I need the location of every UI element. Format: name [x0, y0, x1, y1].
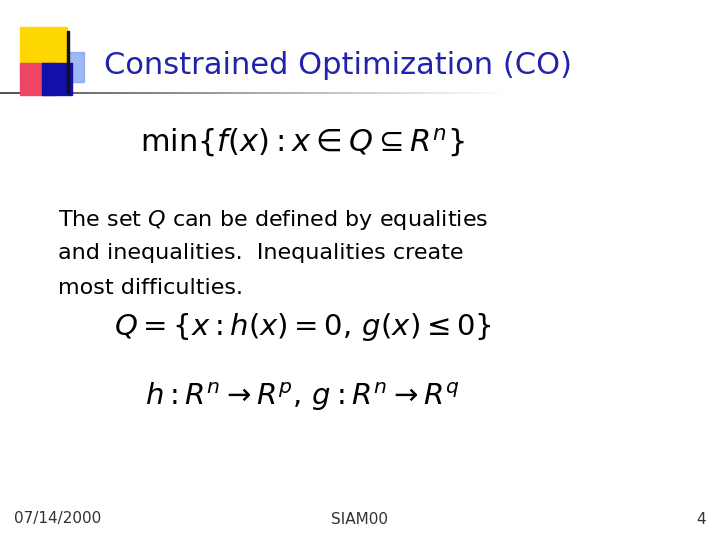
Text: and inequalities.  Inequalities create: and inequalities. Inequalities create — [58, 243, 463, 263]
Text: most difficulties.: most difficulties. — [58, 278, 243, 298]
Text: $h: R^n \rightarrow R^p,\, g: R^n \rightarrow R^q$: $h: R^n \rightarrow R^p,\, g: R^n \right… — [145, 381, 460, 413]
Text: $Q = \{x: h(x) = 0,\, g(x) \leq 0\}$: $Q = \{x: h(x) = 0,\, g(x) \leq 0\}$ — [114, 310, 491, 343]
Text: Constrained Optimization (CO): Constrained Optimization (CO) — [104, 51, 572, 80]
Text: 4: 4 — [696, 511, 706, 526]
Bar — [20, 27, 67, 73]
Bar — [20, 63, 55, 94]
Bar — [67, 31, 69, 93]
Text: SIAM00: SIAM00 — [331, 511, 389, 526]
Bar — [42, 63, 72, 94]
Text: The set $Q$ can be defined by equalities: The set $Q$ can be defined by equalities — [58, 208, 488, 232]
Text: 07/14/2000: 07/14/2000 — [14, 511, 102, 526]
Bar — [54, 52, 84, 82]
Text: $\min\{f(x): x \in Q \subseteq R^n\}$: $\min\{f(x): x \in Q \subseteq R^n\}$ — [140, 127, 465, 159]
